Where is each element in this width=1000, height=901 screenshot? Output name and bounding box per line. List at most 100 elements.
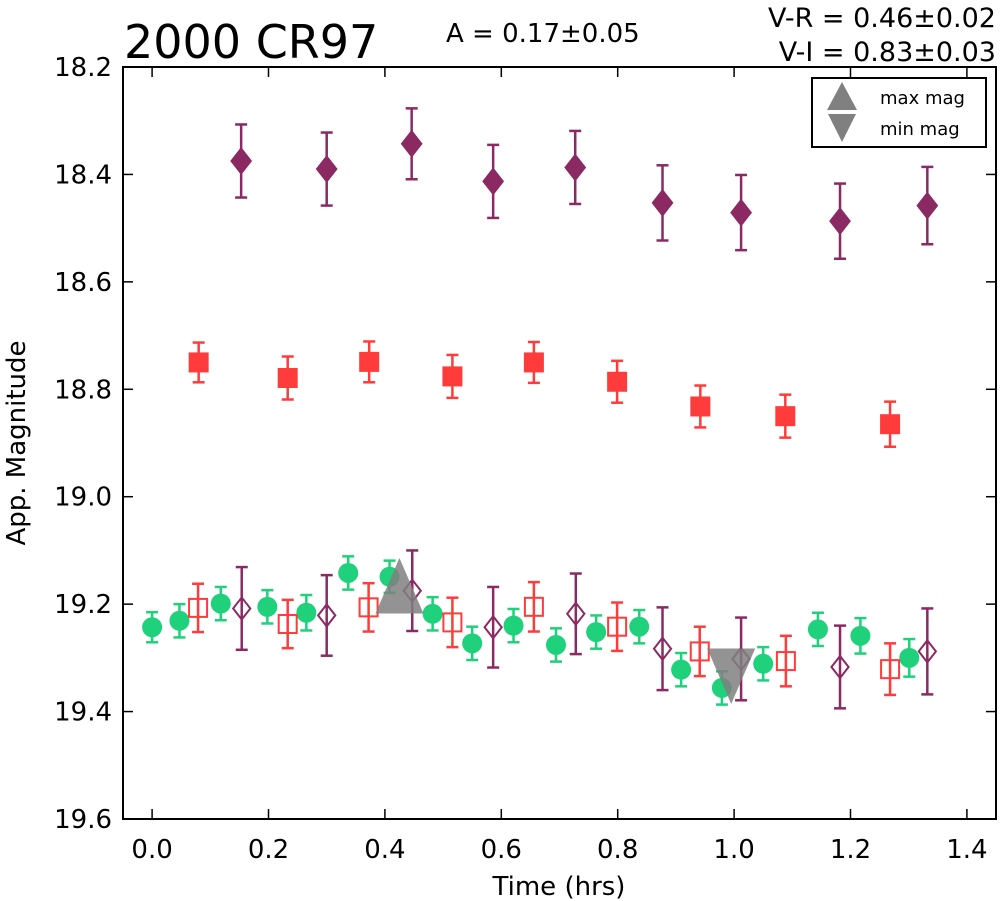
data-point xyxy=(586,622,607,643)
error-bar xyxy=(611,601,624,653)
error-bar xyxy=(320,573,333,657)
error-bar xyxy=(362,581,375,633)
y-tick-label: 19.2 xyxy=(54,590,112,620)
data-point xyxy=(188,352,209,373)
data-point xyxy=(807,619,828,640)
legend-max-mag-marker xyxy=(827,82,857,110)
data-point xyxy=(880,414,901,435)
x-tick-label: 1.2 xyxy=(830,835,871,865)
data-point xyxy=(400,129,423,158)
data-point xyxy=(775,406,796,427)
data-point xyxy=(651,188,674,217)
y-axis-label: App. Magnitude xyxy=(2,340,32,545)
series-v-filter xyxy=(230,107,939,261)
data-point xyxy=(730,198,753,227)
error-bar xyxy=(656,606,669,692)
data-point xyxy=(753,653,774,674)
data-point xyxy=(296,602,317,623)
data-point xyxy=(775,651,796,672)
v-i-annotation: V-I = 0.83±0.03 xyxy=(779,37,996,68)
data-point xyxy=(830,654,850,680)
error-bar xyxy=(779,634,792,688)
x-tick-label: 0.6 xyxy=(481,835,522,865)
error-bar xyxy=(281,598,294,650)
plot-marks xyxy=(142,107,939,710)
data-point xyxy=(671,659,692,680)
data-point xyxy=(829,207,851,236)
data-point xyxy=(442,366,463,387)
data-point xyxy=(850,625,871,646)
data-point xyxy=(546,634,567,655)
plot-frame xyxy=(122,66,997,820)
y-tick-label: 19.0 xyxy=(54,483,112,513)
error-bar xyxy=(527,580,540,633)
data-point xyxy=(422,603,443,624)
data-point xyxy=(210,593,231,614)
x-tick-label: 0.0 xyxy=(131,835,172,865)
data-point xyxy=(277,368,298,389)
data-point xyxy=(503,615,524,636)
data-point xyxy=(629,616,650,637)
data-point xyxy=(358,597,379,618)
data-point xyxy=(564,153,587,182)
data-point xyxy=(257,596,278,617)
data-point xyxy=(652,636,673,662)
y-tick-label: 18.6 xyxy=(54,268,112,298)
x-axis-label: Time (hrs) xyxy=(492,872,626,901)
data-point xyxy=(462,633,483,654)
legend-max-mag-label: max mag xyxy=(880,88,965,109)
data-point xyxy=(523,596,544,617)
error-bar xyxy=(487,585,500,669)
legend-min-mag-marker xyxy=(828,114,856,142)
data-point xyxy=(230,147,253,175)
data-point xyxy=(359,351,380,372)
data-point xyxy=(690,396,711,417)
data-point xyxy=(442,612,463,633)
data-point xyxy=(315,155,338,184)
data-point xyxy=(277,614,298,635)
x-tick-label: 0.2 xyxy=(248,835,289,865)
x-tick-label: 0.8 xyxy=(597,835,638,865)
data-point xyxy=(523,352,544,373)
data-point xyxy=(142,617,163,638)
data-point xyxy=(231,595,252,622)
min-mag-marker xyxy=(707,648,756,704)
error-bar xyxy=(693,625,706,678)
data-point xyxy=(169,610,190,631)
data-point xyxy=(565,601,586,627)
y-tick-label: 19.4 xyxy=(54,698,112,728)
series-g-filter xyxy=(142,555,920,706)
y-tick-label: 19.6 xyxy=(54,805,112,835)
error-bar xyxy=(192,582,205,634)
v-r-annotation: V-R = 0.46±0.02 xyxy=(768,3,996,34)
x-tick-label: 0.4 xyxy=(364,835,405,865)
series-r-filter xyxy=(188,340,901,449)
max-mag-marker xyxy=(375,558,424,614)
data-point xyxy=(483,614,504,640)
x-tick-label: 1.0 xyxy=(713,835,754,865)
error-bar xyxy=(569,572,582,656)
amplitude-annotation: A = 0.17±0.05 xyxy=(446,19,640,49)
y-tick-label: 18.8 xyxy=(54,375,112,405)
legend: max mag min mag xyxy=(811,77,987,148)
error-bar xyxy=(235,565,248,652)
data-point xyxy=(916,191,939,220)
error-bar xyxy=(921,607,934,696)
data-point xyxy=(607,616,628,637)
error-bar xyxy=(834,624,847,710)
x-tick-label: 1.4 xyxy=(946,835,987,865)
data-point xyxy=(316,602,337,629)
data-point xyxy=(482,167,505,196)
y-tick-label: 18.4 xyxy=(54,160,112,190)
series-r-filter-open xyxy=(188,580,901,697)
y-tick-label: 18.2 xyxy=(54,53,112,83)
legend-min-mag-label: min mag xyxy=(880,119,960,140)
data-point xyxy=(917,638,938,665)
data-point xyxy=(607,371,628,392)
chart-title: 2000 CR97 xyxy=(124,15,378,69)
data-point xyxy=(880,659,901,680)
error-bar xyxy=(446,596,459,649)
error-bar xyxy=(884,642,897,697)
data-point xyxy=(899,647,920,668)
